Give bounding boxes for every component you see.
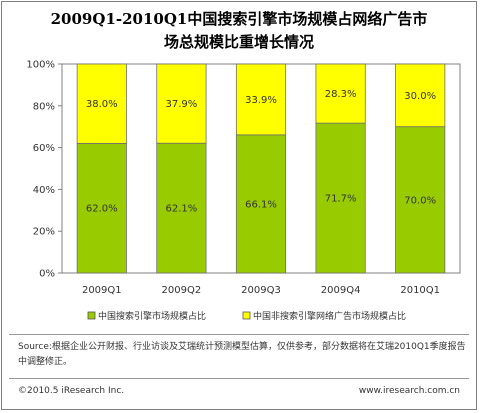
bar-segment xyxy=(315,122,366,274)
chart-title-line2: 场总规模比重增长情况 xyxy=(163,33,314,51)
y-tick-label: 40% xyxy=(33,185,55,196)
data-label: 33.9% xyxy=(245,95,277,106)
x-category-label: 2009Q1 xyxy=(82,285,122,296)
y-tick-label: 80% xyxy=(33,101,55,112)
data-label: 28.3% xyxy=(325,89,357,100)
legend-swatch xyxy=(87,311,96,320)
bar-segment xyxy=(395,63,446,128)
data-label: 62.0% xyxy=(86,204,118,215)
website-url: www.iresearch.com.cn xyxy=(358,386,460,396)
legend-label: 中国搜索引擎市场规模占比 xyxy=(98,310,206,322)
chart-title: 2009Q1-2010Q1中国搜索引擎市场规模占网络广告市 场总规模比重增长情况 xyxy=(0,8,478,54)
x-category-label: 2010Q1 xyxy=(400,285,440,296)
data-label: 37.9% xyxy=(166,99,198,110)
source-note: Source:根据企业公开财报、行业访谈及艾瑞统计预测模型估算，仅供参考，部分数… xyxy=(18,342,466,367)
chart-title-line1: 2009Q1-2010Q1中国搜索引擎市场规模占网络广告市 xyxy=(50,10,428,28)
plot-area: 0% 20% 40% 60% 80% 100% 62.0% 38.0% 2009Q1 62.1% 3… xyxy=(26,60,461,296)
stacked-bar-chart: 0% 20% 40% 60% 80% 100% 62.0% 38.0% 2009Q1 62.1% 3… xyxy=(26,60,461,322)
data-label: 62.1% xyxy=(166,204,198,215)
y-tick-label: 20% xyxy=(33,227,55,238)
x-category-label: 2009Q4 xyxy=(321,285,361,296)
data-label: 71.7% xyxy=(325,194,357,205)
bar-segment xyxy=(76,63,127,144)
bar-segment xyxy=(315,63,366,124)
bar-segment xyxy=(156,63,207,144)
legend: 中国搜索引擎市场规模占比 中国非搜索引擎网络广告市场规模占比 xyxy=(87,310,406,322)
y-tick-label: 60% xyxy=(33,143,55,154)
bar-segment xyxy=(235,63,287,136)
legend-label: 中国非搜索引擎网络广告市场规模占比 xyxy=(253,310,406,322)
divider-top xyxy=(9,334,469,335)
data-label: 70.0% xyxy=(404,195,436,206)
divider-bottom xyxy=(9,378,469,379)
bar-segment xyxy=(395,126,446,274)
x-category-label: 2009Q3 xyxy=(241,285,281,296)
legend-swatch xyxy=(242,311,251,320)
data-label: 66.1% xyxy=(245,199,277,210)
data-label: 30.0% xyxy=(404,91,436,102)
y-tick-label: 0% xyxy=(39,269,55,280)
x-category-label: 2009Q2 xyxy=(162,285,202,296)
y-tick-label: 100% xyxy=(26,60,55,71)
copyright-text: ©2010.5 iResearch Inc. xyxy=(18,386,125,396)
bar-segment xyxy=(235,134,287,274)
data-label: 38.0% xyxy=(86,99,118,110)
